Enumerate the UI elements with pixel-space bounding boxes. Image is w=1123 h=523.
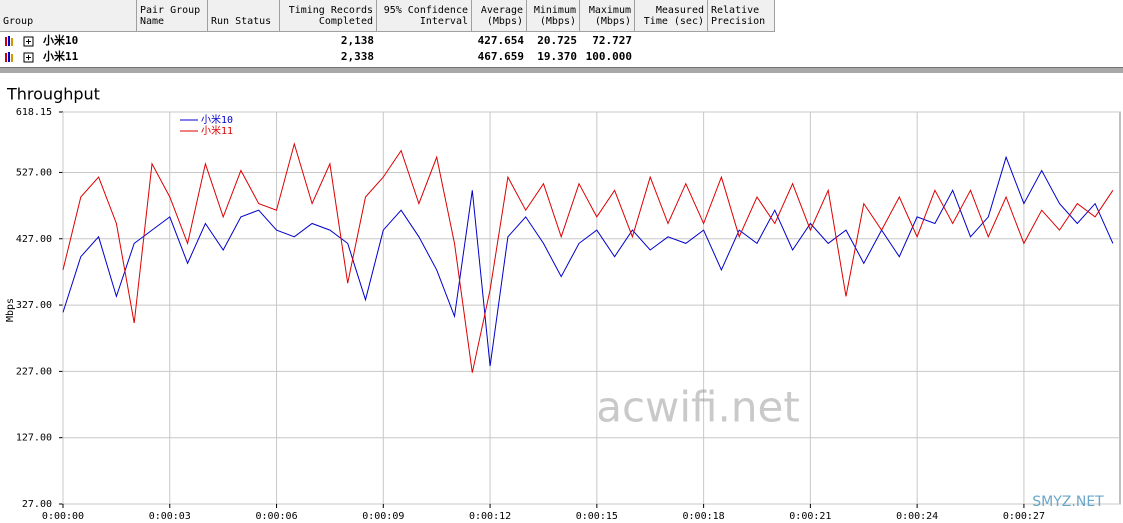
y-tick-label: 327.00 [16, 300, 52, 311]
y-tick-label: 127.00 [16, 433, 52, 444]
column-header: Group [0, 0, 137, 32]
chart-title: Throughput [6, 85, 100, 104]
plot-area [62, 111, 1121, 505]
y-tick-label: 27.00 [22, 499, 52, 510]
column-header: Pair Group Name [137, 0, 208, 32]
cell-value: 20.725 [537, 34, 577, 47]
cell-value: 72.727 [592, 34, 632, 47]
column-header: Run Status [208, 0, 280, 32]
y-tick-label: 227.00 [16, 366, 52, 377]
x-tick-label: 0:00:00 [42, 511, 84, 522]
column-header: Average (Mbps) [472, 0, 527, 32]
cell-value: 100.000 [585, 50, 632, 63]
y-tick-label: 427.00 [16, 234, 52, 245]
x-tick-label: 0:00:24 [896, 511, 938, 522]
y-axis-label: Mbps [5, 298, 16, 322]
y-tick-label: 618.15 [16, 107, 52, 118]
x-tick-label: 0:00:06 [255, 511, 297, 522]
y-tick-label: 527.00 [16, 167, 52, 178]
x-tick-label: 0:00:12 [469, 511, 511, 522]
cell-value: 427.654 [477, 34, 524, 47]
x-tick-label: 0:00:21 [789, 511, 831, 522]
x-tick-label: 0:00:27 [1003, 511, 1045, 522]
x-tick-label: 0:00:15 [576, 511, 618, 522]
cell-value: 2,338 [340, 50, 374, 63]
x-tick-label: 0:00:18 [683, 511, 725, 522]
legend-label: 小米11 [201, 124, 233, 137]
watermark: SMYZ.NET [1032, 494, 1104, 510]
cell-value: 19.370 [537, 50, 577, 63]
column-header: Measured Time (sec) [635, 0, 708, 32]
series-line [62, 155, 1114, 367]
column-header: Relative Precision [708, 0, 775, 32]
x-tick-label: 0:00:09 [362, 511, 404, 522]
column-header: 95% Confidence Interval [377, 0, 472, 32]
legend-label: 小米10 [201, 113, 233, 126]
cell-value: 467.659 [477, 50, 524, 63]
column-header: Maximum (Mbps) [580, 0, 635, 32]
chart: Throughput Mbps 27.00 127.00 227.00 327.00 4… [0, 73, 1123, 523]
x-tick-label: 0:00:03 [149, 511, 191, 522]
group-name: 小米11 [43, 50, 79, 63]
splitter[interactable] [0, 67, 1123, 74]
column-header: Minimum (Mbps) [527, 0, 580, 32]
group-icon[interactable] [2, 49, 34, 65]
column-header: Timing Records Completed [280, 0, 377, 32]
group-icon[interactable] [2, 33, 34, 49]
series-line [62, 142, 1114, 373]
group-name: 小米10 [43, 34, 79, 47]
cell-value: 2,138 [340, 34, 374, 47]
watermark: acwifi.net [596, 383, 800, 432]
